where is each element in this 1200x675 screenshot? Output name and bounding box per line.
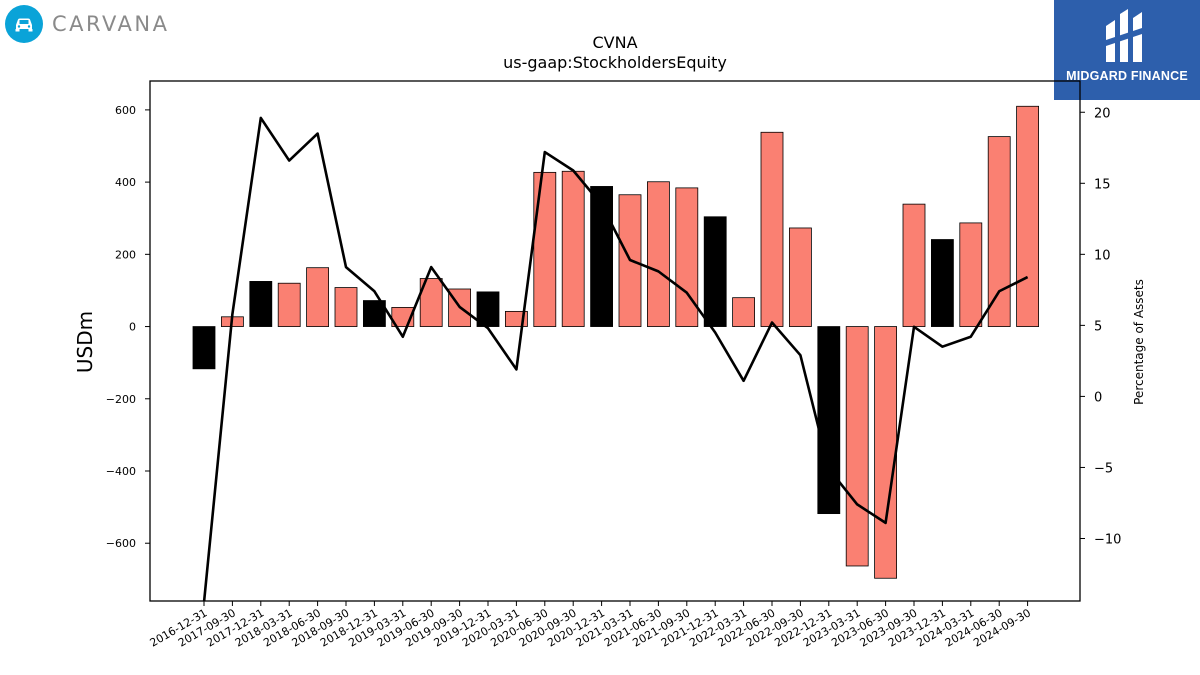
midgard-finance-logo: MIDGARD FINANCE bbox=[1054, 0, 1200, 100]
carvana-logo: CARVANA bbox=[5, 5, 169, 43]
bar-2022-03-31 bbox=[732, 297, 755, 327]
y2-tick-label: −10 bbox=[1094, 532, 1121, 547]
bar-2023-09-30 bbox=[902, 203, 926, 327]
bar-2020-06-30 bbox=[533, 171, 557, 327]
bar-2021-09-30 bbox=[675, 187, 699, 327]
percentage-of-assets-line bbox=[202, 116, 1029, 601]
bar-2018-03-31 bbox=[277, 282, 301, 327]
bar-2021-12-31 bbox=[703, 216, 727, 327]
bar-2020-12-31 bbox=[590, 186, 613, 327]
bar-2024-03-31 bbox=[959, 222, 983, 327]
y2-tick-label: −5 bbox=[1094, 461, 1113, 476]
y-tick-label: 200 bbox=[115, 248, 136, 261]
bar-2019-12-31 bbox=[476, 291, 500, 327]
bar-2016-12-31 bbox=[192, 326, 216, 370]
midgard-wordmark: MIDGARD FINANCE bbox=[1066, 69, 1188, 83]
bar-2018-12-31 bbox=[362, 300, 386, 327]
line-series bbox=[202, 116, 1029, 601]
bar-2023-06-30 bbox=[874, 326, 897, 579]
bar-series bbox=[192, 105, 1039, 579]
y-tick-label: −200 bbox=[106, 393, 136, 406]
bar-2024-09-30 bbox=[1016, 105, 1039, 327]
y2-axis: −10 −5 0 5 10 15 20 bbox=[1080, 106, 1121, 547]
bar-2019-06-30 bbox=[419, 278, 443, 327]
y-axis-label: USDm bbox=[73, 311, 97, 373]
bar-2017-12-31 bbox=[249, 281, 273, 327]
bar-2020-09-30 bbox=[561, 170, 585, 327]
car-icon bbox=[5, 5, 43, 43]
y-tick-label: 0 bbox=[129, 321, 136, 334]
chart-title: CVNA bbox=[592, 33, 637, 52]
y2-tick-label: 15 bbox=[1094, 177, 1111, 192]
y-tick-label: −400 bbox=[106, 465, 136, 478]
carvana-wordmark: CARVANA bbox=[52, 12, 170, 36]
y-tick-label: 400 bbox=[115, 176, 136, 189]
plot-frame bbox=[149, 80, 1081, 602]
y2-tick-label: 10 bbox=[1094, 248, 1111, 263]
y2-tick-label: 5 bbox=[1094, 319, 1102, 334]
y2-tick-label: 0 bbox=[1094, 390, 1102, 405]
bar-2018-06-30 bbox=[306, 267, 330, 327]
y-axis: −600 −400 −200 0 200 400 600 bbox=[106, 104, 150, 550]
bar-2023-12-31 bbox=[931, 239, 954, 327]
chart-subtitle: us-gaap:StockholdersEquity bbox=[503, 53, 727, 72]
bar-2022-12-31 bbox=[817, 326, 841, 515]
y2-tick-label: 20 bbox=[1094, 106, 1111, 121]
bar-2024-06-30 bbox=[987, 136, 1011, 327]
bar-2018-09-30 bbox=[334, 287, 358, 327]
bar-2021-06-30 bbox=[647, 181, 670, 327]
y2-axis-label: Percentage of Assets bbox=[1132, 279, 1146, 405]
y-tick-label: 600 bbox=[115, 104, 136, 117]
x-axis: 2016-12-312017-09-302017-12-312018-03-31… bbox=[148, 601, 1033, 650]
bar-2022-09-30 bbox=[789, 227, 812, 327]
bar-2022-06-30 bbox=[760, 131, 784, 327]
midgard-emblem-icon bbox=[1106, 9, 1142, 62]
bar-2023-03-31 bbox=[845, 326, 869, 567]
y-tick-label: −600 bbox=[106, 537, 136, 550]
